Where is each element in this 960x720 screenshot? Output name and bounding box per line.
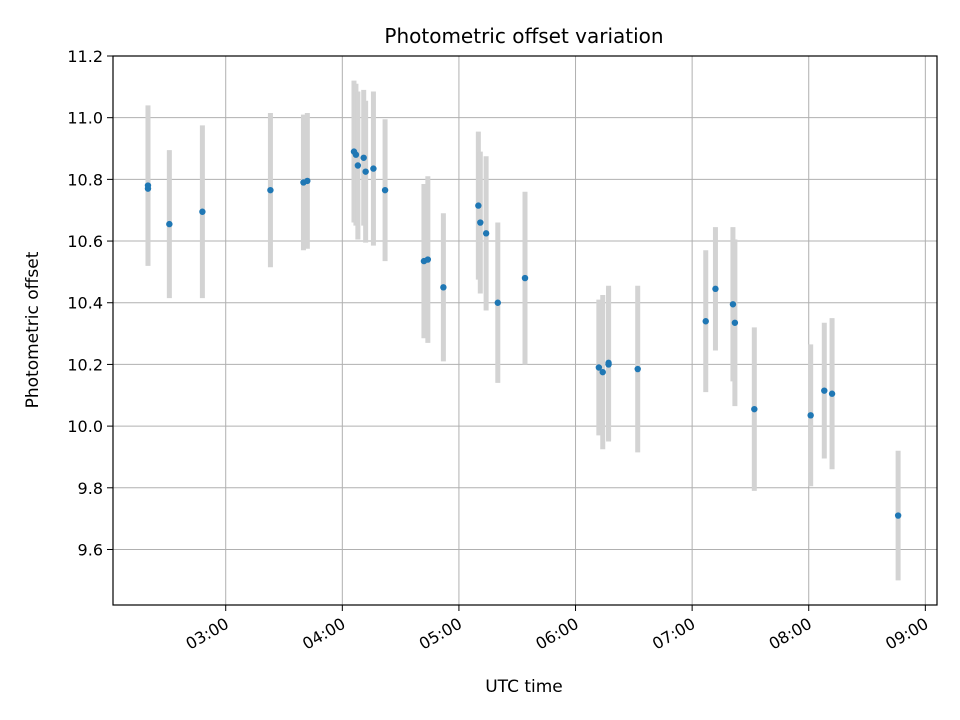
data-point — [494, 299, 501, 306]
y-tick-label: 9.8 — [78, 479, 103, 498]
data-point — [634, 365, 641, 373]
y-tick-label: 11.0 — [67, 109, 103, 128]
y-tick-label: 11.2 — [67, 47, 103, 66]
data-point — [702, 318, 709, 325]
data-point — [751, 405, 758, 413]
y-tick-label: 9.6 — [78, 540, 103, 559]
data-point — [362, 168, 369, 175]
data-point — [712, 285, 719, 293]
chart-title: Photometric offset variation — [384, 24, 663, 48]
data-point — [821, 387, 828, 394]
y-tick-label: 10.0 — [67, 417, 103, 436]
y-tick-label: 10.2 — [67, 355, 103, 374]
data-point — [807, 412, 814, 419]
data-point — [199, 208, 206, 215]
y-axis-title: Photometric offset — [23, 251, 43, 408]
data-point — [482, 230, 490, 237]
data-point — [599, 368, 606, 376]
y-tick-label: 10.8 — [67, 170, 103, 189]
data-point — [477, 219, 484, 226]
data-point — [729, 301, 737, 308]
data-point — [424, 256, 432, 263]
data-point — [166, 220, 173, 228]
point-layer — [144, 148, 902, 519]
data-point — [475, 202, 482, 209]
data-point — [828, 390, 836, 397]
data-point — [381, 186, 389, 194]
data-point — [360, 154, 367, 161]
data-point — [370, 165, 377, 172]
data-point — [894, 512, 902, 519]
data-point — [595, 364, 603, 371]
data-point — [440, 284, 447, 291]
data-point — [731, 319, 739, 326]
data-point — [352, 151, 360, 158]
data-point — [354, 162, 362, 169]
x-axis-title: UTC time — [485, 677, 563, 697]
data-point — [304, 177, 311, 185]
data-point — [267, 186, 274, 194]
y-tick-label: 10.6 — [67, 232, 103, 251]
plot-frame — [112, 55, 938, 606]
data-point — [144, 182, 152, 189]
data-point — [605, 361, 612, 368]
y-tick-label: 10.4 — [67, 294, 103, 313]
data-point — [521, 274, 529, 282]
